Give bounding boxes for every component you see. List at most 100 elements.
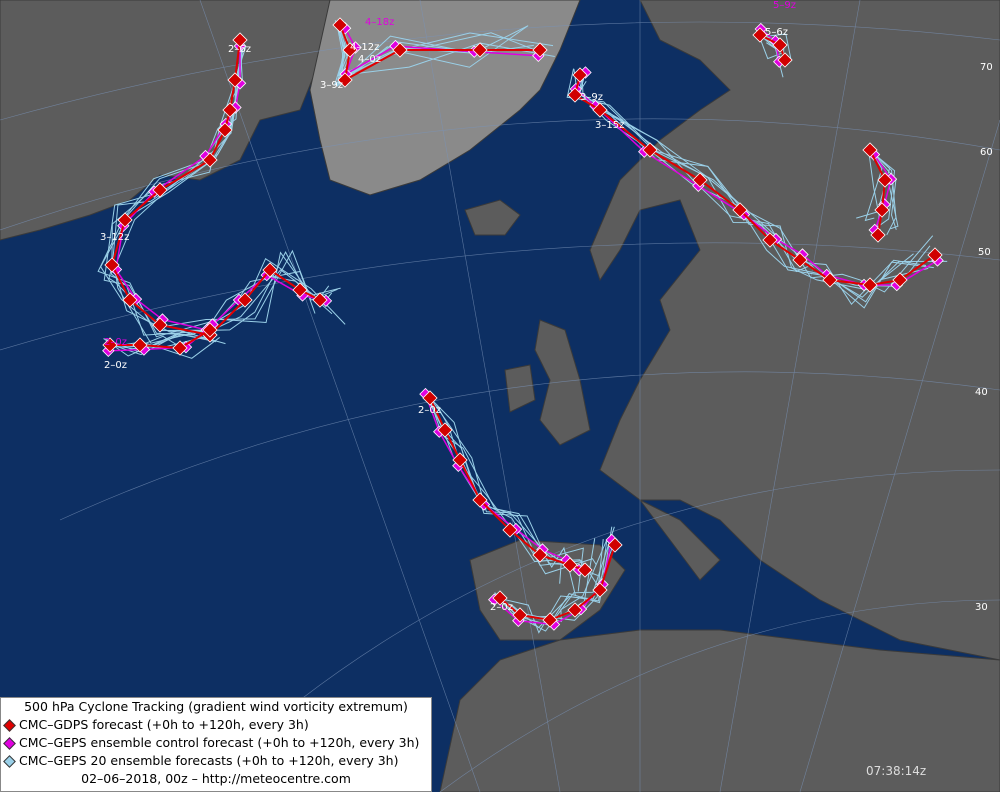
track-label: 4–0z — [358, 54, 381, 65]
gdps-marker — [567, 602, 583, 618]
latitude-label: 70 — [980, 62, 993, 73]
track-label: 5–9z — [773, 0, 796, 11]
gdps-marker — [892, 272, 908, 288]
latitude-label: 60 — [980, 147, 993, 158]
gdps-marker — [472, 492, 488, 508]
legend: 500 hPa Cyclone Tracking (gradient wind … — [0, 697, 432, 792]
gdps-marker — [172, 340, 188, 356]
gdps-marker — [642, 142, 658, 158]
gdps-marker — [772, 37, 788, 53]
gdps-marker — [562, 557, 578, 573]
gdps-marker — [392, 42, 408, 58]
track-label: 3–9z — [320, 80, 343, 91]
gdps-marker — [822, 272, 838, 288]
gdps-marker — [332, 17, 348, 33]
ensemble-track — [110, 331, 226, 351]
latitude-label: 40 — [975, 387, 988, 398]
gdps-marker — [862, 142, 878, 158]
legend-footer: 02–06–2018, 00z – http://meteocentre.com — [81, 771, 351, 786]
gdps-marker — [577, 562, 593, 578]
track-label: 2–0z — [104, 337, 127, 348]
track-label: 2–0z — [490, 602, 513, 613]
gdps-marker — [237, 292, 253, 308]
ensemble-track — [103, 40, 346, 336]
legend-item: CMC–GEPS ensemble control forecast (+0h … — [1, 734, 431, 752]
gdps-marker — [862, 277, 878, 293]
legend-title: 500 hPa Cyclone Tracking (gradient wind … — [24, 699, 408, 714]
gdps-marker — [512, 607, 528, 623]
track-label: 4–12z — [350, 42, 379, 53]
latitude-label: 30 — [975, 602, 988, 613]
gdps-marker — [422, 390, 438, 406]
gdps-marker — [592, 582, 608, 598]
gdps-marker — [202, 322, 218, 338]
legend-text: CMC–GEPS ensemble control forecast (+0h … — [19, 735, 420, 750]
ensemble-track — [864, 152, 883, 222]
gdps-marker — [452, 452, 468, 468]
track-label: 2–0z — [104, 360, 127, 371]
gdps-marker — [532, 42, 548, 58]
gdps-marker — [117, 212, 133, 228]
gdps-marker — [492, 590, 508, 606]
gdps-marker — [870, 227, 886, 243]
gdps-marker — [342, 42, 358, 58]
track-label: 3–9z — [580, 92, 603, 103]
gdps-marker — [762, 232, 778, 248]
gdps-marker — [567, 87, 583, 103]
gdps-marker — [222, 102, 238, 118]
gdps-marker — [874, 202, 890, 218]
gdps-marker — [102, 337, 118, 353]
ensemble-track — [430, 398, 584, 592]
track-label: 3–12z — [100, 232, 129, 243]
gdps-marker — [217, 122, 233, 138]
gdps-marker — [312, 292, 328, 308]
track-label: 2–0z — [418, 405, 441, 416]
gdps-marker — [502, 522, 518, 538]
gdps-marker — [337, 72, 353, 88]
latitude-label: 50 — [978, 247, 991, 258]
legend-item: CMC–GEPS 20 ensemble forecasts (+0h to +… — [1, 752, 431, 770]
legend-item: CMC–GDPS forecast (+0h to +120h, every 3… — [1, 716, 431, 734]
ensemble-track — [759, 34, 776, 50]
gdps-marker — [122, 292, 138, 308]
gdps-marker — [572, 67, 588, 83]
gdps-marker — [152, 317, 168, 333]
gdps-marker — [752, 27, 768, 43]
gdps-marker — [732, 202, 748, 218]
track-label: 3–15z — [595, 120, 624, 131]
legend-text: CMC–GDPS forecast (+0h to +120h, every 3… — [19, 717, 309, 732]
gdps-marker — [692, 172, 708, 188]
gdps-marker — [232, 32, 248, 48]
gdps-marker — [927, 247, 943, 263]
gdps-marker — [777, 52, 793, 68]
ensemble-track — [110, 43, 333, 336]
gdps-marker — [792, 252, 808, 268]
gdps-marker — [132, 337, 148, 353]
gdps-marker — [607, 537, 623, 553]
gdps-marker — [592, 102, 608, 118]
track-label: 2–6z — [228, 44, 251, 55]
gdps-marker — [227, 72, 243, 88]
ensemble-track — [108, 42, 338, 328]
gdps-marker — [437, 422, 453, 438]
ensemble-track — [108, 330, 214, 356]
gdps-marker — [472, 42, 488, 58]
gdps-marker — [877, 172, 893, 188]
gdps-marker — [532, 547, 548, 563]
timestamp: 07:38:14z — [866, 764, 927, 778]
gdps-track — [869, 149, 887, 236]
ensemble-track — [757, 32, 782, 60]
gdps-marker — [202, 152, 218, 168]
gdps-marker — [152, 182, 168, 198]
gdps-marker — [292, 282, 308, 298]
gdps-marker — [262, 262, 278, 278]
legend-text: CMC–GEPS 20 ensemble forecasts (+0h to +… — [19, 753, 399, 768]
control-track — [873, 154, 892, 231]
gdps-marker — [104, 257, 120, 273]
gdps-marker — [542, 612, 558, 628]
track-label: 5–6z — [765, 27, 788, 38]
